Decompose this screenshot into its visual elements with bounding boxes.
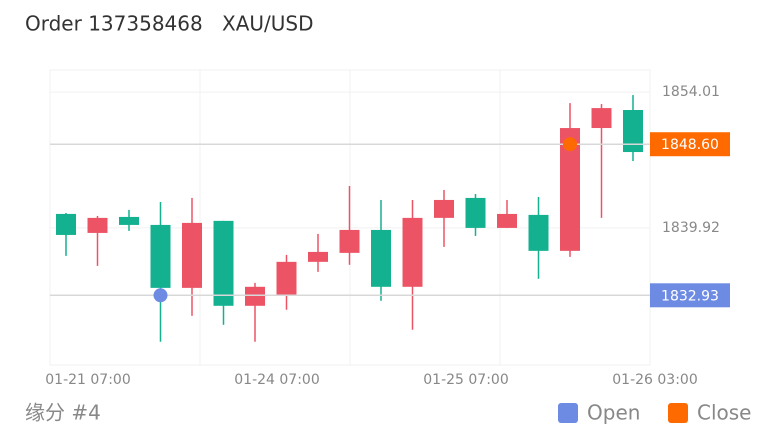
candle-body bbox=[182, 222, 202, 288]
legend-label: Open bbox=[587, 401, 640, 425]
legend-label: Close bbox=[697, 401, 751, 425]
candle-body bbox=[276, 261, 297, 296]
legend-swatch bbox=[668, 403, 688, 423]
x-tick-label: 01-26 03:00 bbox=[612, 372, 697, 388]
y-tick-label: 1839.92 bbox=[662, 220, 720, 236]
candle-body bbox=[560, 128, 580, 251]
candle-body bbox=[591, 108, 612, 129]
candle-body bbox=[623, 110, 643, 153]
price-badge-label: 1832.93 bbox=[661, 288, 719, 304]
candle-body bbox=[213, 220, 234, 306]
candle-body bbox=[402, 217, 423, 287]
candle-body bbox=[119, 216, 139, 225]
x-tick-label: 01-25 07:00 bbox=[423, 372, 508, 388]
price-badge-label: 1848.60 bbox=[661, 137, 719, 153]
x-tick-label: 01-24 07:00 bbox=[234, 372, 319, 388]
legend-swatch bbox=[558, 403, 578, 423]
caption: 缘分 #4 bbox=[25, 401, 101, 425]
price-badge bbox=[650, 283, 730, 308]
candle-body bbox=[465, 197, 486, 228]
price-badge bbox=[650, 132, 730, 157]
candle-body bbox=[308, 251, 328, 262]
candle-body bbox=[528, 214, 549, 251]
candle-body bbox=[339, 229, 360, 253]
y-tick-label: 1854.01 bbox=[662, 84, 720, 100]
candle-body bbox=[87, 217, 108, 233]
candle-body bbox=[497, 213, 517, 228]
chart-subtitle: XAU/USD bbox=[222, 12, 314, 36]
marker-dot bbox=[153, 288, 168, 303]
marker-dot bbox=[563, 137, 577, 152]
candle-body bbox=[150, 224, 171, 288]
candle-body bbox=[371, 229, 391, 287]
candle-body bbox=[56, 213, 76, 235]
chart-title: Order 137358468 bbox=[25, 12, 203, 36]
candle-body bbox=[245, 286, 265, 306]
candle-body bbox=[434, 199, 454, 218]
x-tick-label: 01-21 07:00 bbox=[45, 372, 130, 388]
